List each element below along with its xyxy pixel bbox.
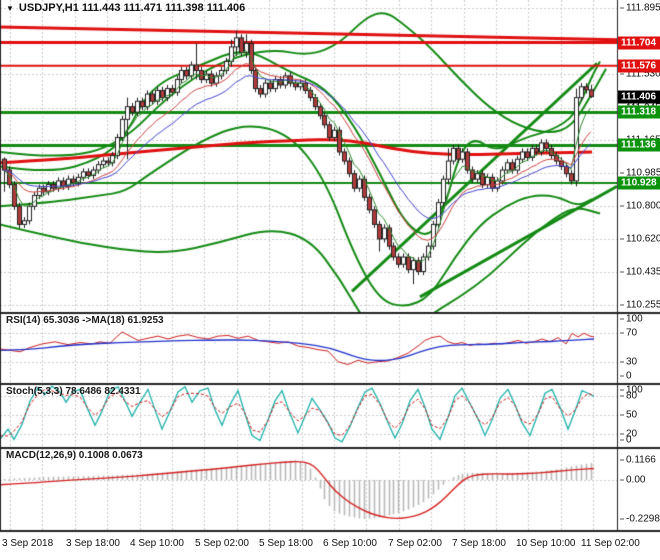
chart-title: ▼ USDJPY,H1 111.443 111.471 111.398 111.4… [6, 2, 245, 14]
time-axis-label: 7 Sep 02:00 [388, 538, 442, 549]
time-axis-label: 4 Sep 10:00 [130, 538, 184, 549]
rsi-scale-label: 70 [620, 328, 637, 339]
macd-scale-label: -0.2298 [620, 514, 660, 525]
stoch-scale-label: 50 [620, 410, 637, 421]
macd-scale-label: 0.00 [620, 475, 645, 486]
time-axis-label: 3 Sep 2018 [2, 538, 54, 549]
rsi-scale-label: 30 [620, 356, 637, 367]
price-scale-label: 111.530 [620, 69, 660, 80]
price-scale-label: 110.800 [620, 201, 660, 212]
rsi-scale-label: 0 [620, 371, 632, 382]
price-scale-label: 110.985 [620, 167, 660, 178]
stoch-scale-label: 0 [620, 435, 632, 446]
price-scale-label: 110.255 [620, 299, 660, 310]
price-badge: 111.136 [618, 138, 660, 152]
price-badge: 111.318 [618, 105, 660, 119]
price-badge: 111.704 [618, 36, 660, 50]
price-badge: 111.576 [618, 59, 660, 73]
time-axis-label: 11 Sep 02:00 [581, 538, 640, 549]
stoch-scale-label: 80 [620, 390, 637, 401]
price-scale-label: 110.435 [620, 267, 660, 278]
price-scale-label: 111.895 [620, 3, 660, 14]
time-axis-label: 7 Sep 18:00 [452, 538, 506, 549]
chart-title-text: USDJPY,H1 111.443 111.471 111.398 111.40… [18, 2, 246, 14]
stoch-panel-label: Stoch(5,3,3) 78.6486 82.4331 [6, 386, 141, 397]
rsi-panel-label: RSI(14) 65.3036 ->MA(18) 61.9253 [6, 315, 164, 326]
macd-scale-label: 0.1166 [620, 455, 656, 466]
price-badge: 110.928 [618, 176, 660, 190]
time-axis-label: 10 Sep 10:00 [516, 538, 576, 549]
rsi-scale-label: 100 [620, 314, 643, 325]
price-scale-label: 110.620 [620, 233, 660, 244]
price-badge: 111.406 [618, 90, 660, 104]
collapse-chart-icon[interactable]: ▼ [6, 4, 14, 13]
time-axis-label: 6 Sep 10:00 [323, 538, 377, 549]
time-axis-label: 5 Sep 18:00 [259, 538, 313, 549]
macd-panel-label: MACD(12,26,9) 0.1008 0.0673 [6, 450, 143, 461]
time-axis-label: 3 Sep 18:00 [66, 538, 120, 549]
time-axis-label: 5 Sep 02:00 [195, 538, 249, 549]
